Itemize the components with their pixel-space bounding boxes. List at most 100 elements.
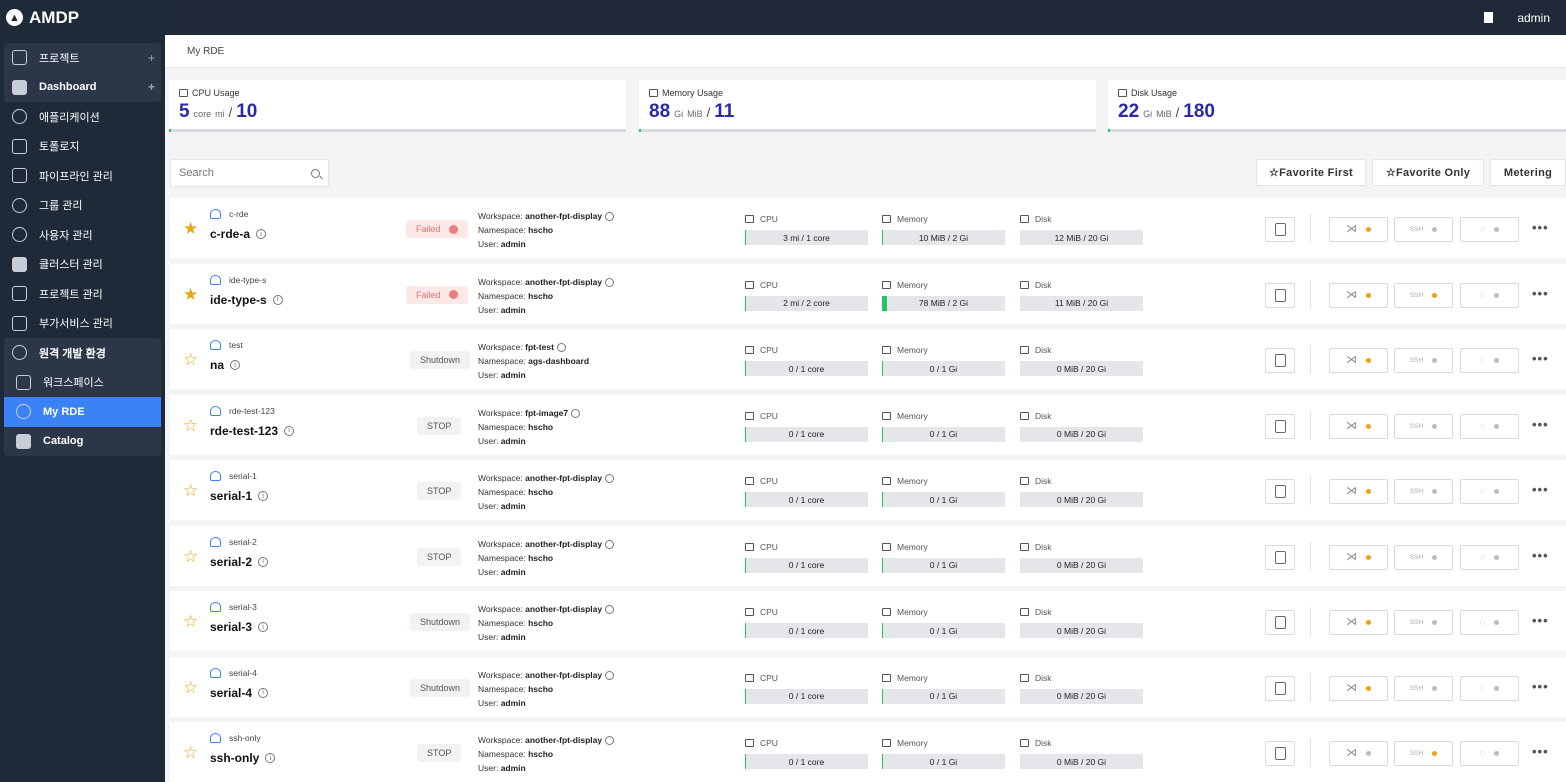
favorite-only-button[interactable]: ☆Favorite Only bbox=[1372, 159, 1484, 186]
metering-button[interactable]: Metering bbox=[1490, 159, 1566, 186]
more-options-icon[interactable]: ••• bbox=[1532, 547, 1549, 563]
jupyter-connect-button[interactable]: ◌ bbox=[1460, 348, 1519, 373]
more-options-icon[interactable]: ••• bbox=[1532, 220, 1549, 235]
vscode-connect-button[interactable]: ⋊ bbox=[1329, 282, 1388, 308]
ssh-connect-button[interactable]: SSH bbox=[1394, 675, 1453, 701]
sidebar-item-groups[interactable]: 그룹 관리 bbox=[4, 191, 161, 221]
document-icon[interactable] bbox=[1484, 12, 1494, 23]
search-icon[interactable] bbox=[311, 168, 320, 178]
logs-button[interactable] bbox=[1265, 217, 1295, 242]
plus-icon[interactable]: + bbox=[147, 80, 155, 95]
sidebar-item-remote-dev[interactable]: 원격 개발 환경 bbox=[4, 338, 161, 368]
logs-button[interactable] bbox=[1265, 348, 1295, 373]
rde-name[interactable]: na bbox=[210, 358, 225, 372]
info-icon[interactable]: i bbox=[265, 753, 276, 763]
info-icon[interactable] bbox=[605, 474, 615, 484]
user-menu[interactable]: admin bbox=[1517, 10, 1550, 25]
rde-name[interactable]: serial-3 bbox=[210, 620, 253, 634]
sidebar-item-addons[interactable]: 부가서비스 관리 bbox=[4, 309, 161, 339]
rde-name[interactable]: serial-4 bbox=[210, 685, 253, 700]
favorite-star-icon[interactable]: ☆ bbox=[183, 350, 199, 369]
sidebar-item-users[interactable]: 사용자 관리 bbox=[4, 220, 161, 250]
jupyter-connect-button[interactable]: ◌ bbox=[1460, 741, 1519, 766]
ssh-connect-button[interactable]: SSH bbox=[1394, 217, 1453, 242]
rde-name[interactable]: rde-test-123 bbox=[210, 423, 279, 438]
info-icon[interactable] bbox=[605, 277, 615, 287]
favorite-star-icon[interactable]: ★ bbox=[183, 219, 199, 238]
jupyter-connect-button[interactable]: ◌ bbox=[1460, 544, 1519, 570]
favorite-star-icon[interactable]: ★ bbox=[183, 284, 199, 304]
info-icon[interactable]: i bbox=[258, 556, 269, 567]
jupyter-connect-button[interactable]: ◌ bbox=[1460, 413, 1519, 439]
rde-name[interactable]: ide-type-s bbox=[210, 292, 267, 307]
vscode-connect-button[interactable]: ⋊ bbox=[1329, 675, 1388, 701]
logs-button[interactable] bbox=[1265, 282, 1295, 308]
logs-button[interactable] bbox=[1265, 544, 1295, 570]
jupyter-connect-button[interactable]: ◌ bbox=[1460, 610, 1519, 635]
more-options-icon[interactable]: ••• bbox=[1532, 416, 1549, 432]
rde-name[interactable]: ssh-only bbox=[210, 751, 260, 765]
more-options-icon[interactable]: ••• bbox=[1532, 613, 1549, 628]
more-options-icon[interactable]: ••• bbox=[1532, 482, 1549, 497]
info-icon[interactable] bbox=[605, 539, 615, 549]
sidebar-item-catalog[interactable]: Catalog bbox=[4, 427, 161, 457]
rde-name[interactable]: serial-2 bbox=[210, 554, 253, 569]
vscode-connect-button[interactable]: ⋊ bbox=[1329, 348, 1388, 373]
search-box[interactable] bbox=[170, 159, 329, 187]
info-icon[interactable] bbox=[605, 670, 615, 680]
plus-icon[interactable]: + bbox=[147, 50, 155, 65]
ssh-connect-button[interactable]: SSH bbox=[1394, 348, 1453, 373]
vscode-connect-button[interactable]: ⋊ bbox=[1329, 413, 1388, 439]
jupyter-connect-button[interactable]: ◌ bbox=[1460, 282, 1519, 308]
rde-name[interactable]: serial-1 bbox=[210, 489, 253, 503]
info-icon[interactable]: i bbox=[284, 425, 295, 436]
vscode-connect-button[interactable]: ⋊ bbox=[1329, 217, 1388, 242]
ssh-connect-button[interactable]: SSH bbox=[1394, 479, 1453, 504]
sidebar-item-dashboard[interactable]: Dashboard + bbox=[4, 73, 161, 103]
logs-button[interactable] bbox=[1265, 741, 1295, 766]
vscode-connect-button[interactable]: ⋊ bbox=[1329, 479, 1388, 504]
ssh-connect-button[interactable]: SSH bbox=[1394, 413, 1453, 439]
info-icon[interactable]: i bbox=[230, 360, 241, 370]
more-options-icon[interactable]: ••• bbox=[1532, 678, 1549, 694]
more-options-icon[interactable]: ••• bbox=[1532, 744, 1549, 759]
vscode-connect-button[interactable]: ⋊ bbox=[1329, 544, 1388, 570]
info-icon[interactable]: i bbox=[258, 622, 269, 632]
sidebar-item-application[interactable]: 애플리케이션 bbox=[4, 102, 161, 132]
jupyter-connect-button[interactable]: ◌ bbox=[1460, 217, 1519, 242]
rde-name[interactable]: c-rde-a bbox=[210, 227, 251, 241]
logs-button[interactable] bbox=[1265, 479, 1295, 504]
more-options-icon[interactable]: ••• bbox=[1532, 285, 1549, 301]
vscode-connect-button[interactable]: ⋊ bbox=[1329, 610, 1388, 635]
info-icon[interactable] bbox=[571, 408, 581, 418]
logs-button[interactable] bbox=[1265, 675, 1295, 701]
favorite-star-icon[interactable]: ☆ bbox=[183, 612, 199, 631]
logs-button[interactable] bbox=[1265, 413, 1295, 439]
ssh-connect-button[interactable]: SSH bbox=[1394, 741, 1453, 766]
more-options-icon[interactable]: ••• bbox=[1532, 351, 1549, 366]
search-input[interactable] bbox=[179, 167, 299, 179]
jupyter-connect-button[interactable]: ◌ bbox=[1460, 675, 1519, 701]
info-icon[interactable] bbox=[605, 605, 615, 615]
info-icon[interactable] bbox=[605, 736, 615, 746]
logs-button[interactable] bbox=[1265, 610, 1295, 635]
info-icon[interactable]: i bbox=[272, 294, 283, 305]
sidebar-item-topology[interactable]: 토폴로지 bbox=[4, 132, 161, 162]
vscode-connect-button[interactable]: ⋊ bbox=[1329, 741, 1388, 766]
ssh-connect-button[interactable]: SSH bbox=[1394, 282, 1453, 308]
info-icon[interactable]: i bbox=[258, 687, 269, 698]
favorite-star-icon[interactable]: ☆ bbox=[183, 546, 199, 566]
sidebar-item-workspace[interactable]: 워크스페이스 bbox=[4, 368, 161, 398]
info-icon[interactable] bbox=[556, 343, 566, 353]
jupyter-connect-button[interactable]: ◌ bbox=[1460, 479, 1519, 504]
info-icon[interactable]: i bbox=[258, 491, 269, 501]
favorite-star-icon[interactable]: ☆ bbox=[183, 481, 199, 500]
favorite-first-button[interactable]: ☆Favorite First bbox=[1256, 159, 1366, 186]
favorite-star-icon[interactable]: ☆ bbox=[183, 677, 199, 697]
info-icon[interactable] bbox=[605, 212, 615, 222]
sidebar-item-project[interactable]: 프로젝트 + bbox=[4, 43, 161, 73]
info-icon[interactable]: i bbox=[256, 229, 267, 239]
sidebar-item-project-admin[interactable]: 프로젝트 관리 bbox=[4, 279, 161, 309]
ssh-connect-button[interactable]: SSH bbox=[1394, 610, 1453, 635]
favorite-star-icon[interactable]: ☆ bbox=[183, 743, 199, 762]
